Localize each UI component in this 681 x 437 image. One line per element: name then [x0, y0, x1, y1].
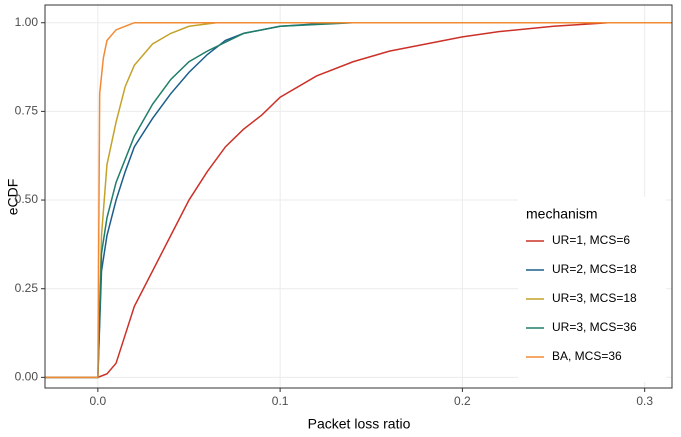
ecdf-line — [45, 21, 672, 379]
ecdf-line — [45, 21, 672, 379]
panel-border — [44, 4, 673, 389]
y-tick-label: 1.00 — [15, 15, 39, 29]
y-axis-title: eCDF — [5, 179, 21, 216]
x-tick-label: 0.3 — [636, 394, 653, 408]
legend-label: UR=2, MCS=18 — [552, 262, 637, 276]
ecdf-line — [45, 21, 672, 379]
legend-label: UR=1, MCS=6 — [552, 233, 630, 247]
y-tick-label: 0.25 — [15, 281, 39, 295]
legend-box — [518, 197, 666, 382]
x-tick-label: 0.2 — [454, 394, 471, 408]
legend-label: UR=3, MCS=36 — [552, 320, 637, 334]
x-tick-label: 0.1 — [272, 394, 289, 408]
y-tick-label: 0.50 — [15, 192, 39, 206]
legend-label: BA, MCS=36 — [552, 349, 622, 363]
legend-title: mechanism — [526, 206, 598, 222]
legend-label: UR=3, MCS=18 — [552, 291, 637, 305]
x-axis-title: Packet loss ratio — [308, 416, 411, 432]
x-tick-label: 0.0 — [90, 394, 107, 408]
y-tick-label: 0.75 — [15, 104, 39, 118]
y-tick-label: 0.00 — [15, 370, 39, 384]
